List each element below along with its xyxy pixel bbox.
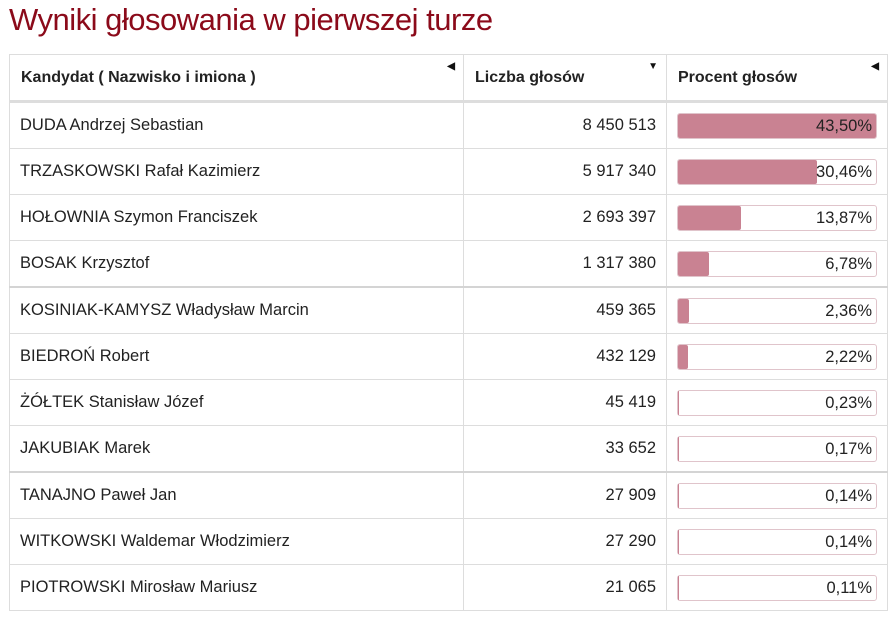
percent-value: 13,87% (816, 208, 872, 227)
percent-bar: 0,11% (677, 574, 877, 601)
column-header-candidate[interactable]: Kandydat ( Nazwisko i imiona ) ◀ (9, 54, 464, 103)
percent-bar-fill (678, 436, 679, 461)
vote-count: 432 129 (463, 333, 667, 380)
percent-bar-fill (678, 205, 742, 230)
candidate-name: PIOTROWSKI Mirosław Mariusz (9, 564, 464, 611)
table-row: PIOTROWSKI Mirosław Mariusz 21 065 0,11% (9, 564, 888, 611)
vote-count: 21 065 (463, 564, 667, 611)
percent-cell: 0,23% (666, 379, 888, 426)
table-row: TANAJNO Paweł Jan 27 909 0,14% (9, 471, 888, 519)
header-label: Procent głosów (678, 68, 798, 86)
percent-cell: 13,87% (666, 194, 888, 241)
percent-cell: 2,22% (666, 333, 888, 380)
percent-bar: 0,14% (677, 528, 877, 555)
candidate-name: BOSAK Krzysztof (9, 240, 464, 288)
candidate-name: HOŁOWNIA Szymon Franciszek (9, 194, 464, 241)
percent-bar-fill (678, 251, 709, 276)
candidate-name: BIEDROŃ Robert (9, 333, 464, 380)
percent-value: 43,50% (816, 116, 872, 135)
percent-cell: 0,14% (666, 471, 888, 519)
percent-value: 0,14% (825, 532, 872, 551)
header-label: Kandydat ( Nazwisko i imiona ) (21, 68, 256, 86)
table-row: JAKUBIAK Marek 33 652 0,17% (9, 425, 888, 473)
percent-bar: 43,50% (677, 112, 877, 139)
table-row: HOŁOWNIA Szymon Franciszek 2 693 397 13,… (9, 194, 888, 241)
percent-value: 0,23% (825, 393, 872, 412)
percent-bar-fill (678, 483, 679, 508)
percent-value: 2,22% (825, 347, 872, 366)
sort-left-icon[interactable]: ◀ (871, 61, 879, 72)
percent-bar: 30,46% (677, 158, 877, 185)
percent-bar: 13,87% (677, 204, 877, 231)
vote-count: 27 909 (463, 471, 667, 519)
percent-value: 6,78% (825, 254, 872, 273)
percent-bar-fill (678, 113, 876, 138)
sort-left-icon[interactable]: ◀ (447, 61, 455, 72)
percent-bar: 0,14% (677, 482, 877, 509)
table-row: DUDA Andrzej Sebastian 8 450 513 43,50% (9, 101, 888, 149)
vote-count: 459 365 (463, 286, 667, 334)
table-row: KOSINIAK-KAMYSZ Władysław Marcin 459 365… (9, 286, 888, 334)
percent-cell: 43,50% (666, 101, 888, 149)
table-row: ŻÓŁTEK Stanisław Józef 45 419 0,23% (9, 379, 888, 426)
percent-bar-fill (678, 298, 689, 323)
table-row: BIEDROŃ Robert 432 129 2,22% (9, 333, 888, 380)
percent-cell: 0,11% (666, 564, 888, 611)
percent-cell: 2,36% (666, 286, 888, 334)
percent-value: 0,14% (825, 486, 872, 505)
percent-value: 0,17% (825, 439, 872, 458)
vote-count: 45 419 (463, 379, 667, 426)
percent-value: 30,46% (816, 162, 872, 181)
table-row: BOSAK Krzysztof 1 317 380 6,78% (9, 240, 888, 288)
percent-bar: 2,36% (677, 297, 877, 324)
vote-count: 2 693 397 (463, 194, 667, 241)
vote-count: 33 652 (463, 425, 667, 473)
percent-cell: 30,46% (666, 148, 888, 195)
table-row: TRZASKOWSKI Rafał Kazimierz 5 917 340 30… (9, 148, 888, 195)
candidate-name: ŻÓŁTEK Stanisław Józef (9, 379, 464, 426)
percent-bar: 0,23% (677, 389, 877, 416)
percent-cell: 6,78% (666, 240, 888, 288)
vote-count: 1 317 380 (463, 240, 667, 288)
percent-value: 2,36% (825, 301, 872, 320)
percent-cell: 0,14% (666, 518, 888, 565)
vote-count: 8 450 513 (463, 101, 667, 149)
candidate-name: TRZASKOWSKI Rafał Kazimierz (9, 148, 464, 195)
percent-cell: 0,17% (666, 425, 888, 473)
percent-bar: 2,22% (677, 343, 877, 370)
percent-bar-fill (678, 344, 689, 369)
vote-count: 27 290 (463, 518, 667, 565)
candidate-name: KOSINIAK-KAMYSZ Władysław Marcin (9, 286, 464, 334)
percent-bar-fill (678, 390, 680, 415)
percent-bar: 6,78% (677, 250, 877, 277)
candidate-name: JAKUBIAK Marek (9, 425, 464, 473)
column-header-percent[interactable]: Procent głosów ◀ (666, 54, 888, 103)
page-title: Wyniki głosowania w pierwszej turze (9, 2, 493, 37)
percent-bar: 0,17% (677, 435, 877, 462)
header-row: Kandydat ( Nazwisko i imiona ) ◀ Liczba g… (9, 54, 888, 103)
percent-value: 0,11% (826, 578, 872, 597)
percent-bar-fill (678, 529, 679, 554)
sort-down-icon[interactable]: ▼ (648, 61, 658, 72)
candidate-name: WITKOWSKI Waldemar Włodzimierz (9, 518, 464, 565)
table-row: WITKOWSKI Waldemar Włodzimierz 27 290 0,… (9, 518, 888, 565)
vote-count: 5 917 340 (463, 148, 667, 195)
header-label: Liczba głosów (475, 68, 585, 86)
candidate-name: DUDA Andrzej Sebastian (9, 101, 464, 149)
column-header-votes[interactable]: Liczba głosów ▼ (463, 54, 667, 103)
percent-bar-fill (678, 159, 817, 184)
candidate-name: TANAJNO Paweł Jan (9, 471, 464, 519)
results-table: Kandydat ( Nazwisko i imiona ) ◀ Liczba g… (9, 54, 888, 611)
